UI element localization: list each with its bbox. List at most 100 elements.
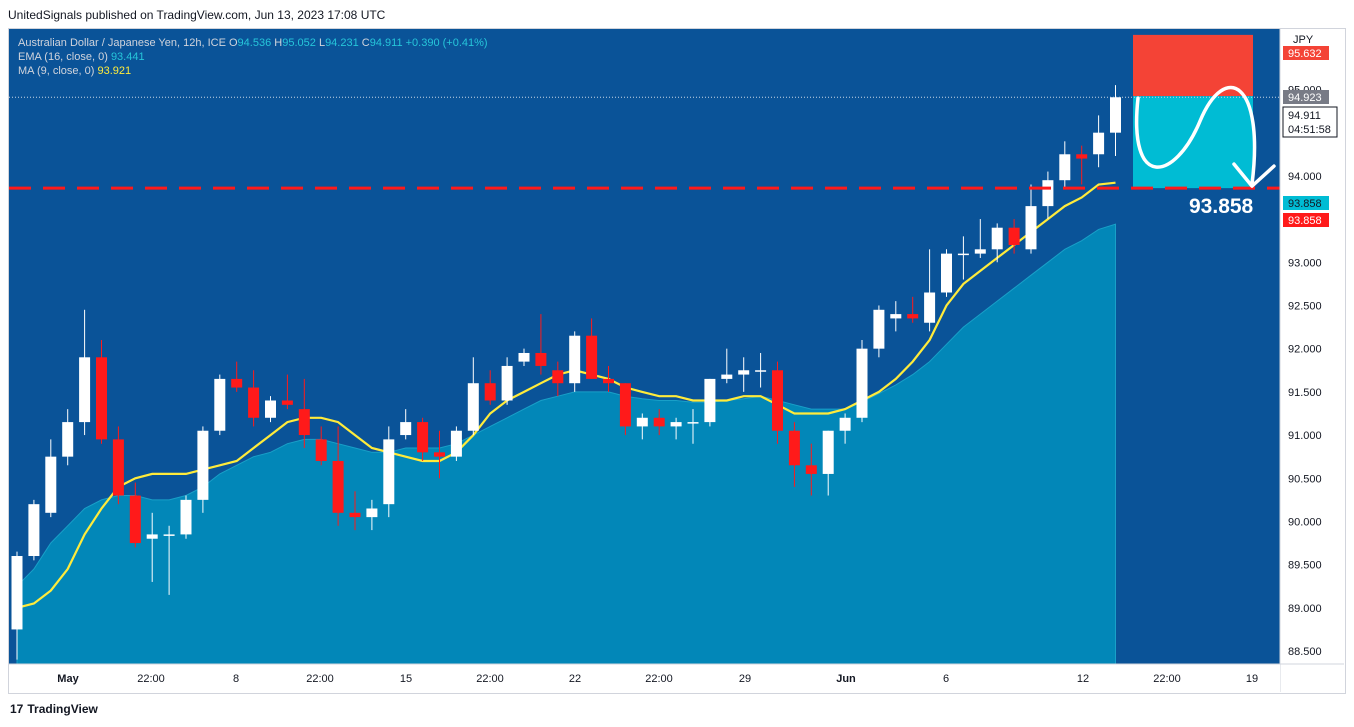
candle-body[interactable] (957, 253, 969, 256)
price-tick-label: 89.000 (1288, 603, 1322, 615)
candle-body[interactable] (738, 370, 750, 375)
candle-body[interactable] (636, 417, 648, 427)
legend-low-label: L (318, 37, 326, 49)
candle-body[interactable] (467, 383, 479, 431)
candle-body[interactable] (1076, 154, 1088, 159)
candle-body[interactable] (197, 430, 209, 500)
time-tick-label: 6 (943, 673, 949, 685)
candle-body[interactable] (298, 409, 310, 436)
legend-close-label: C (361, 37, 370, 49)
candle-body[interactable] (822, 430, 834, 474)
candle-body[interactable] (62, 422, 74, 457)
legend-high-value: 95.052 (282, 37, 316, 49)
candle-body[interactable] (704, 378, 716, 423)
candle-body[interactable] (163, 534, 175, 536)
candle-body[interactable] (231, 378, 243, 388)
price-tick-label: 89.500 (1288, 560, 1322, 572)
candle-body[interactable] (265, 400, 276, 418)
legend-ema-value: 93.441 (110, 51, 145, 63)
candle-body[interactable] (1110, 97, 1121, 133)
legend-ema-row[interactable]: EMA (16, close, 0) 93.441 (18, 50, 488, 64)
candle-body[interactable] (788, 430, 800, 466)
candle-body[interactable] (552, 370, 564, 384)
legend-high-label: H (274, 37, 283, 49)
candle-body[interactable] (434, 452, 445, 457)
candle-body[interactable] (856, 348, 868, 418)
candle-body[interactable] (332, 460, 344, 513)
tradingview-footer[interactable]: 17 TradingView (10, 702, 98, 716)
price-tick-label: 90.000 (1288, 516, 1322, 528)
candle-body[interactable] (45, 456, 57, 513)
candle-body[interactable] (1093, 132, 1105, 155)
candle-body[interactable] (146, 534, 158, 539)
tradingview-logo-icon: 17 (10, 702, 24, 716)
candle-body[interactable] (214, 378, 226, 431)
candle-body[interactable] (1042, 180, 1054, 207)
price-tick-label: 90.500 (1288, 473, 1322, 485)
candle-body[interactable] (890, 314, 902, 319)
candle-body[interactable] (907, 314, 919, 319)
candle-body[interactable] (484, 383, 496, 401)
candle-body[interactable] (670, 422, 682, 427)
candle-body[interactable] (450, 430, 462, 457)
tradingview-brand: TradingView (27, 702, 98, 716)
candle-body[interactable] (721, 374, 733, 379)
candle-body[interactable] (11, 556, 23, 630)
time-tick-label: 22:00 (476, 673, 504, 685)
time-tick-label: 22:00 (137, 673, 165, 685)
time-tick-label: 29 (739, 673, 751, 685)
candle-body[interactable] (974, 249, 986, 254)
candle-body[interactable] (805, 465, 817, 474)
candle-body[interactable] (366, 508, 378, 518)
time-tick-label: 19 (1246, 673, 1258, 685)
candle-body[interactable] (535, 352, 547, 366)
candle-body[interactable] (248, 387, 260, 418)
price-tick-label: 88.500 (1288, 646, 1322, 658)
candle-body[interactable] (586, 335, 598, 379)
candle-body[interactable] (755, 370, 767, 372)
candle-body[interactable] (619, 383, 631, 427)
candle-body[interactable] (687, 422, 699, 424)
candle-body[interactable] (1059, 154, 1071, 181)
candle-body[interactable] (349, 512, 361, 518)
candle-body[interactable] (941, 253, 952, 293)
target-price-tag: 93.858 (1288, 198, 1322, 210)
candle-body[interactable] (180, 499, 192, 535)
legend-low-value: 94.231 (325, 37, 359, 49)
candle-body[interactable] (924, 292, 936, 323)
candle-body[interactable] (991, 227, 1003, 250)
candle-body[interactable] (315, 439, 327, 461)
candle-body[interactable] (569, 335, 581, 384)
time-tick-label: Jun (836, 673, 856, 685)
candle-body[interactable] (518, 352, 530, 362)
candle-body[interactable] (1008, 227, 1020, 245)
candle-body[interactable] (873, 309, 885, 349)
entry-price-tag: 94.923 (1288, 92, 1322, 104)
time-axis[interactable] (9, 664, 1280, 692)
candle-body[interactable] (839, 417, 851, 431)
candle-body[interactable] (383, 439, 395, 505)
candle-body[interactable] (653, 417, 665, 427)
take-profit-zone[interactable] (1133, 96, 1253, 189)
time-tick-label: 22 (569, 673, 581, 685)
candle-body[interactable] (1025, 206, 1037, 250)
candle-body[interactable] (400, 422, 412, 436)
price-tick-label: 92.500 (1288, 300, 1322, 312)
candle-body[interactable] (772, 370, 783, 431)
entry-price-tag-bg (1283, 90, 1329, 104)
time-tick-label: 15 (400, 673, 412, 685)
legend-ma-row[interactable]: MA (9, close, 0) 93.921 (18, 64, 488, 78)
legend-symbol: Australian Dollar / Japanese Yen, 12h, I… (18, 37, 226, 49)
level-annotation: 93.858 (1189, 195, 1254, 218)
candle-body[interactable] (129, 495, 141, 544)
candle-body[interactable] (417, 422, 429, 453)
candle-body[interactable] (112, 439, 124, 496)
candle-body[interactable] (603, 378, 614, 384)
candle-body[interactable] (28, 504, 40, 557)
candle-body[interactable] (281, 400, 293, 405)
candle-body[interactable] (96, 357, 107, 440)
candle-body[interactable] (79, 357, 91, 423)
last-price-tag: 94.911 (1288, 110, 1321, 122)
candle-body[interactable] (501, 365, 513, 401)
